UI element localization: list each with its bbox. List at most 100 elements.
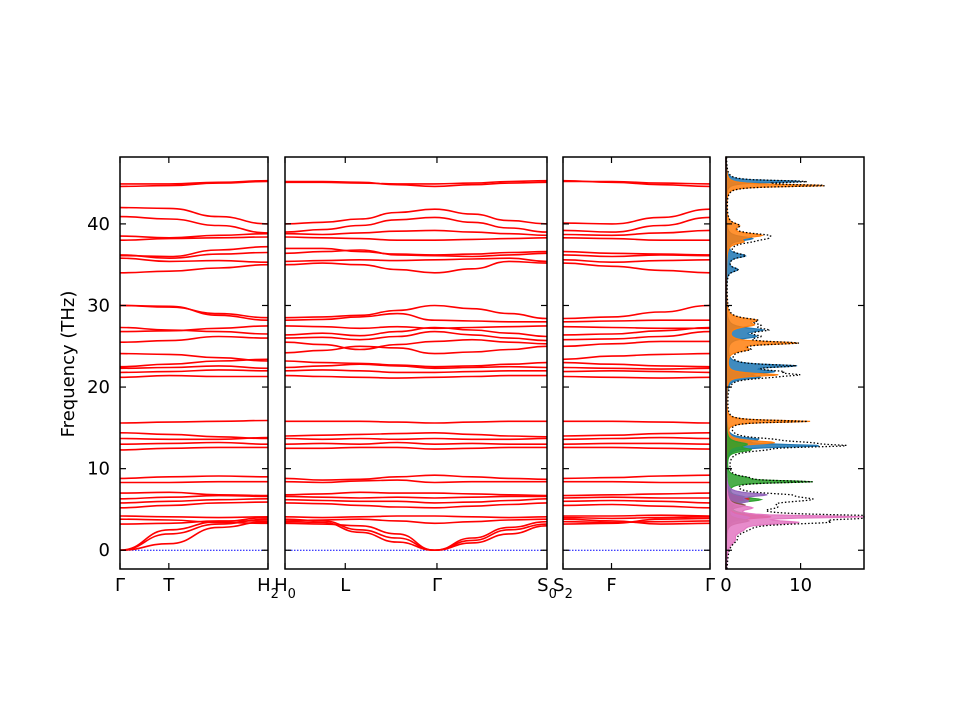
phonon-band [562,325,710,330]
phonon-band [284,326,548,338]
phonon-band [119,518,269,551]
phonon-band [562,361,711,368]
segment-2: H0 L Γ S0 [274,156,557,602]
phonon-band [284,260,548,274]
dos-x-tick-label: 0 [720,575,731,596]
phonon-band [119,215,269,234]
y-tick-label: 40 [87,214,110,235]
phonon-band [119,245,269,258]
phonon-band [562,442,711,445]
panel-frame [284,156,548,570]
dos-panel: 0 10 [720,156,865,596]
phonon-band [285,420,547,424]
phonon-band [284,345,548,355]
phonon-band [284,216,548,233]
phonon-band [284,474,548,481]
phonon-band [284,360,548,368]
high-symmetry-letter: S [553,575,564,596]
phonon-band [284,236,548,241]
dos-x-tick-label: 10 [789,575,812,596]
y-axis-label: Frequency (THz) [58,291,79,438]
phonon-band [119,365,269,370]
phonon-band [119,501,269,509]
phonon-band [562,520,711,524]
phonon-band [562,352,711,361]
phonon-band [284,520,548,552]
high-symmetry-letter: L [340,575,350,596]
phonon-band [562,229,711,237]
phonon-band [284,257,548,263]
phonon-band [563,420,711,424]
phonon-band [284,522,548,552]
phonon-band [119,263,269,274]
phonon-band [284,498,548,504]
phonon-band [562,432,711,437]
segment-1: Γ T H2 [115,156,279,602]
high-symmetry-subscript: 2 [271,587,279,602]
phonon-band [562,319,710,323]
phonon-band [562,250,711,256]
phonon-band [284,369,547,374]
phonon-band [285,247,548,256]
phonon-band [284,338,548,351]
phonon-band [119,236,269,241]
phonon-band [284,208,548,225]
high-symmetry-letter: H [257,575,271,596]
phonon-band [562,326,711,336]
phonon-band [119,515,269,519]
phonon-band [562,436,711,441]
phonon-band [562,514,711,517]
high-symmetry-letter: Γ [115,575,125,596]
phonon-band [284,325,548,330]
phonon-band [284,374,547,379]
phonon-band [562,516,711,520]
high-symmetry-label: Γ [432,575,442,596]
high-symmetry-label: L [340,575,350,596]
panel-frame [562,156,711,570]
dos-frame [725,156,865,570]
phonon-band [562,375,711,379]
phonon-band [562,366,711,370]
phonon-band [284,304,548,320]
phonon-band [119,352,269,362]
phonon-band [284,229,548,237]
phonon-band [119,304,269,321]
phonon-band [119,475,269,480]
phonon-band [284,502,548,509]
high-symmetry-label: H2 [257,575,279,602]
high-symmetry-letter: S [537,575,548,596]
phonon-band [284,491,548,497]
phonon-band [284,479,547,484]
phonon-band [284,437,548,441]
phonon-band [284,330,548,342]
phonon-band [120,179,269,185]
phonon-band [119,491,269,497]
high-symmetry-letter: H [274,575,288,596]
segment-3: S2 F Γ [553,156,715,602]
high-symmetry-label: Γ [115,575,125,596]
high-symmetry-letter: F [606,575,616,596]
phonon-band [562,259,711,264]
phonon-band [119,432,269,440]
phonon-band [284,363,548,370]
phonon-band [562,492,711,497]
phonon-band [562,496,710,499]
phonon-band [562,330,711,341]
phonon-band [119,206,269,225]
phonon-band [284,518,548,525]
high-symmetry-label: S0 [537,575,557,602]
phonon-band [119,335,269,343]
y-tick-label: 10 [87,459,110,480]
phonon-band [119,304,269,319]
phonon-band [119,516,269,551]
phonon-band [562,262,711,274]
phonon-band [119,518,269,525]
high-symmetry-subscript: 0 [288,587,296,602]
phonon-band [562,340,711,348]
high-symmetry-label: T [162,575,175,596]
phonon-band [119,325,269,333]
panel-frame [119,156,269,570]
high-symmetry-letter: Γ [705,575,715,596]
